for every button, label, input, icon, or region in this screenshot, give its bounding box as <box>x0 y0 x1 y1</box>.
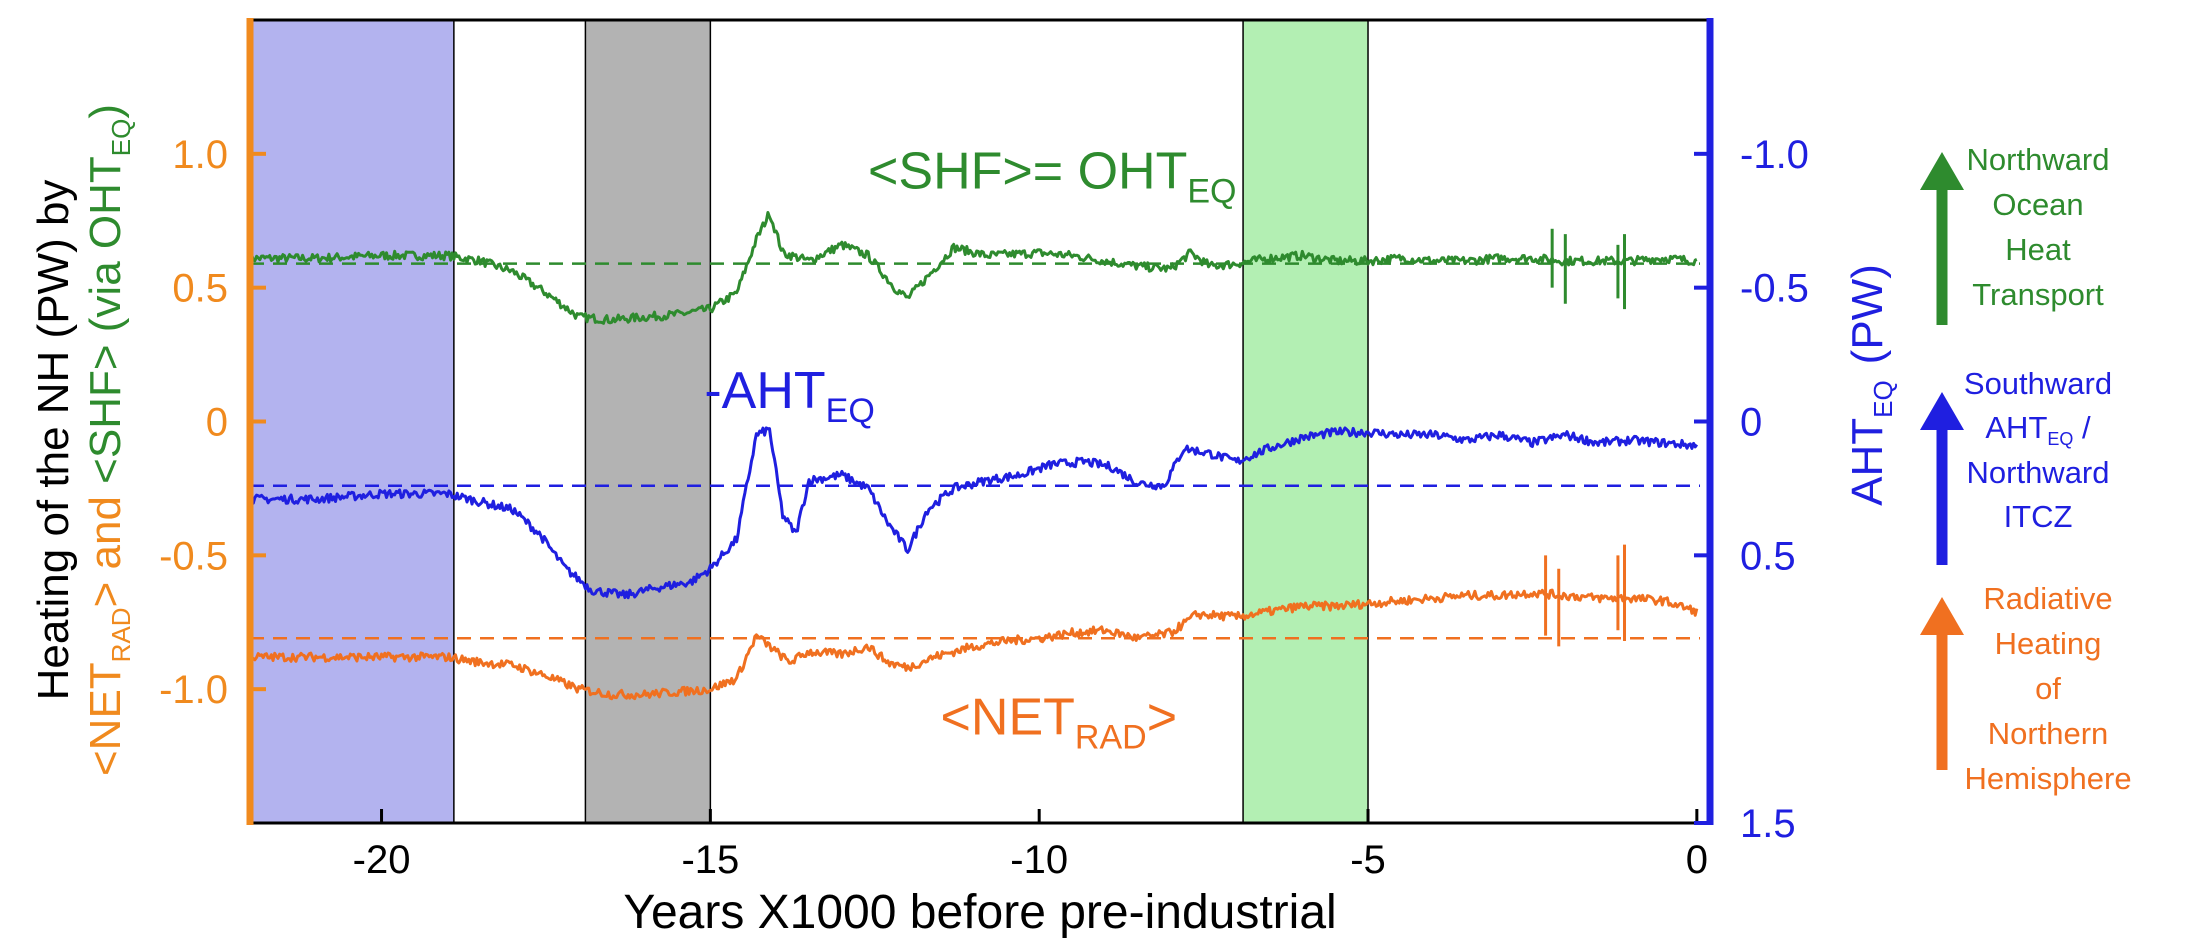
x-axis-label: Years X1000 before pre-industrial <box>623 886 1336 939</box>
series-label-shf-sub: EQ <box>1187 173 1236 211</box>
right-axis-label-sub: EQ <box>1868 380 1898 418</box>
left-axis-label-line1: Heating of the NH (PW) by <box>29 180 78 701</box>
series-lines <box>248 211 1699 701</box>
legend-aht-line3: Northward <box>1967 455 2110 490</box>
right-tick-label-4: 1.5 <box>1740 802 1796 846</box>
left-axis-ticks: 1.0 0.5 0 -0.5 -1.0 <box>159 133 266 712</box>
legend-southward-aht: Southward AHTEQ / Northward ITCZ <box>1920 366 2112 565</box>
series-line-shf <box>248 211 1698 325</box>
series-line-aht <box>248 426 1699 600</box>
right-axis-label-text: AHTEQ (PW) <box>1843 264 1898 506</box>
x-tick-label-3: -5 <box>1350 838 1386 882</box>
shaded-period-1 <box>585 20 711 823</box>
shaded-periods <box>250 20 1369 823</box>
legend-aht-line2-after: / <box>2073 410 2091 445</box>
legend-rad-line4: Northern <box>1988 716 2109 751</box>
series-spikes <box>1544 228 1627 647</box>
left-axis-label: Heating of the NH (PW) by <NETRAD> and <… <box>29 104 136 776</box>
arrow-head-icon <box>1920 152 1964 190</box>
left-axis-label-netrad-sub: RAD <box>106 607 136 662</box>
reference-lines <box>250 262 1700 640</box>
legend-ocean-line3: Heat <box>2005 232 2071 267</box>
left-axis-label-shf-close: ) <box>81 104 130 119</box>
left-axis-label-netrad: <NET <box>81 662 130 776</box>
right-axis-ticks: -1.0 -0.5 0 0.5 1.5 <box>1694 133 1809 846</box>
legend-rad-line1: Radiative <box>1983 581 2112 616</box>
shaded-period-0 <box>250 20 454 823</box>
right-axis-label-main: AHT <box>1843 418 1892 506</box>
right-tick-label-1: -0.5 <box>1740 267 1809 311</box>
series-label-netrad-text: <NET <box>941 689 1075 747</box>
legend-ocean-line4: Transport <box>1972 277 2104 312</box>
left-tick-label-0: 1.0 <box>172 133 228 177</box>
left-axis-label-netrad-close: > and <box>81 484 130 608</box>
right-tick-label-0: -1.0 <box>1740 133 1809 177</box>
arrow-head-icon <box>1920 392 1964 430</box>
right-axis-label-unit: (PW) <box>1843 264 1892 364</box>
legend-aht-line4: ITCZ <box>2004 499 2073 534</box>
series-label-aht-text: -AHT <box>704 362 825 420</box>
series-label-shf: <SHF>= OHTEQ <box>868 143 1236 211</box>
x-axis-ticks: -20 -15 -10 -5 0 <box>353 809 1708 882</box>
legend-aht-line2-sub: EQ <box>2047 429 2073 449</box>
legend-aht-line1: Southward <box>1964 366 2112 401</box>
series-line-netrad <box>248 588 1699 701</box>
right-axis-label: AHTEQ (PW) <box>1843 264 1898 506</box>
series-label-netrad-sub: RAD <box>1075 719 1147 757</box>
left-axis-label-shf: <SHF> (via OHT <box>81 156 130 484</box>
shaded-period-2 <box>1243 20 1369 823</box>
series-label-netrad: <NETRAD> <box>941 689 1178 757</box>
legend-rad-line2: Heating <box>1995 626 2102 661</box>
x-tick-label-4: 0 <box>1686 838 1708 882</box>
legend-rad-line5: Hemisphere <box>1964 761 2131 796</box>
legend-radiative-heating: Radiative Heating of Northern Hemisphere <box>1920 581 2132 796</box>
series-label-aht: -AHTEQ <box>704 362 874 430</box>
legend-ocean-heat-transport: Northward Ocean Heat Transport <box>1920 142 2110 325</box>
left-tick-label-3: -0.5 <box>159 534 228 578</box>
right-tick-label-2: 0 <box>1740 401 1762 445</box>
series-label-shf-text: <SHF>= OHT <box>868 143 1187 201</box>
x-tick-label-1: -15 <box>681 838 739 882</box>
arrow-head-icon <box>1920 597 1964 635</box>
left-tick-label-1: 0.5 <box>172 267 228 311</box>
legend-rad-line3: of <box>2035 671 2061 706</box>
right-tick-label-3: 0.5 <box>1740 534 1796 578</box>
left-axis-label-line2: <NETRAD> and <SHF> (via OHTEQ) <box>81 104 136 776</box>
series-label-aht-sub: EQ <box>826 392 875 430</box>
left-tick-label-4: -1.0 <box>159 668 228 712</box>
legend-aht-line2-main: AHT <box>1985 410 2047 445</box>
left-axis-label-shf-sub: EQ <box>106 119 136 157</box>
legend-ocean-line2: Ocean <box>1992 187 2083 222</box>
x-tick-label-0: -20 <box>353 838 411 882</box>
x-tick-label-2: -10 <box>1010 838 1068 882</box>
legend-aht-line2: AHTEQ / <box>1985 410 2091 449</box>
series-label-netrad-close: > <box>1147 689 1177 747</box>
legend-ocean-line1: Northward <box>1967 142 2110 177</box>
left-tick-label-2: 0 <box>206 401 228 445</box>
